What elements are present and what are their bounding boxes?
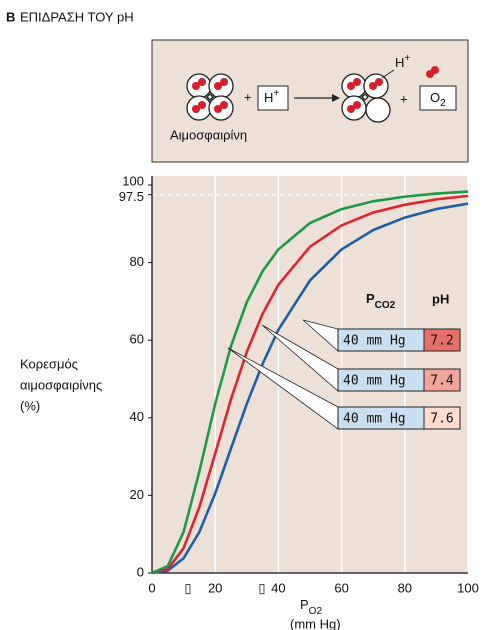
proton-box [257,85,289,111]
panel-label: B [6,9,15,24]
x-tick-label: 20 [208,580,222,595]
oxygen-box [419,85,457,111]
x-axis-label: PO2 [300,597,322,616]
heme [347,78,383,113]
proton: H+ [395,53,410,71]
x-tick-label: 40 [271,580,285,595]
legend-header: pH [432,291,449,306]
y-tick-label: 60 [130,332,144,347]
x-marker: ▯ [258,580,265,595]
curve [151,194,469,575]
hemoglobin-label: Αιμοσφαιρίνη [170,127,247,142]
legend-ph-box [423,368,461,392]
heme [192,78,228,113]
legend-label: 7.6 [430,412,453,427]
y-axis-label: Κορεσμός [20,356,78,371]
plus: + [400,91,408,106]
legend-pco2: 40 mm Hg [343,334,406,349]
x-tick-label: 80 [398,580,412,595]
legend-ph-box [423,328,461,352]
legend-pco2: 40 mm Hg [343,374,406,389]
oxygen-dot [431,66,439,74]
x-tick-label: 100 [457,580,479,595]
plus: + [244,89,252,104]
y-axis-label: αιμοσφαιρίνης [20,377,102,392]
x-axis-unit: (mm Hg) [290,616,341,630]
curve [151,202,469,575]
legend-label: 7.2 [430,334,453,349]
y-tick-label: 80 [130,254,144,269]
y-tick-label: 0 [137,564,144,579]
chart-title: ΕΠΙΔΡΑΣΗ ΤΟΥ pH [20,9,134,24]
y-tick-label: 40 [130,409,144,424]
legend-ph-box [423,406,461,430]
legend-pco2: 40 mm Hg [343,412,406,427]
y-tick-label: 100 [122,173,144,188]
curve [151,190,469,575]
arrow-head [332,94,340,102]
x-tick-label: 0 [148,580,155,595]
y-axis-label: (%) [20,398,40,413]
oxygen: O2 [430,90,446,108]
x-marker: ▯ [184,580,191,595]
legend-header: PCO2 [366,291,396,310]
y-tick-label: 20 [130,487,144,502]
y-tick-label: 97.5 [119,189,144,204]
legend-label: 7.4 [430,374,454,389]
bond [381,69,395,79]
x-tick-label: 60 [334,580,348,595]
proton: H+ [264,88,279,106]
